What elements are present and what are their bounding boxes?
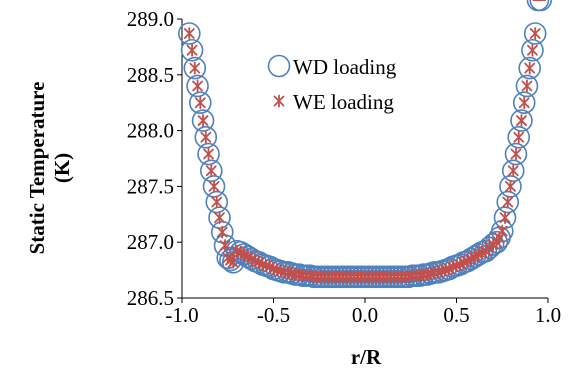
x-tick-label: 0.5 [443,303,469,327]
data-point-we [505,179,516,193]
data-point-wd [183,56,207,80]
x-axis-title: r/R [351,345,382,369]
data-point-we [183,27,195,40]
data-point-wd [504,142,528,166]
y-tick-label: 286.5 [127,286,174,310]
data-point-wd [191,109,215,132]
series-we [183,0,547,284]
legend-label-we: WE loading [293,90,394,114]
legend-asterisk-marker [273,94,285,108]
y-tick-label: 288.5 [127,63,174,87]
data-point-wd [518,56,542,80]
data-points [178,0,552,289]
data-point-wd [515,74,539,98]
data-point-wd [186,74,209,98]
data-point-wd [197,142,220,166]
data-point-we [200,130,212,144]
data-point-we [205,164,217,178]
data-point-wd [199,159,223,183]
x-tick-label: -0.5 [257,303,290,327]
legend-label-wd: WD loading [293,55,397,79]
data-point-we [227,255,239,269]
x-tick-label: -1.0 [165,303,198,327]
legend-circle-marker [267,54,291,78]
data-point-wd [501,159,525,183]
x-tick-label: 1.0 [535,303,561,327]
data-point-wd [481,233,505,256]
data-point-wd [521,38,544,62]
y-axis-title-line-2: (K) [50,153,74,183]
data-point-we [189,61,201,75]
y-axis-title: Static Temperature (K) [25,82,74,255]
legend: WD loading WE loading [267,54,397,114]
data-point-we [192,79,203,93]
data-point-wd [510,109,533,132]
data-point-we [197,114,209,127]
data-point-wd [496,190,520,214]
y-tick-label: 289.0 [127,7,174,31]
data-point-we [499,211,511,225]
data-point-wd [485,230,509,254]
data-point-we [186,43,198,57]
data-point-we [203,147,214,161]
data-point-we [214,211,225,225]
data-point-wd [499,175,522,198]
data-point-we [194,96,206,110]
data-point-we [208,179,220,193]
data-point-wd [194,125,218,149]
data-point-we [516,114,527,127]
data-point-we [510,147,522,161]
data-point-we [521,79,533,93]
y-tick-labels: 286.5 287.0 287.5 288.0 288.5 289.0 [127,7,174,310]
y-tick-label: 287.0 [127,230,174,254]
data-point-we [502,195,514,209]
axes [177,18,549,303]
data-point-we [529,27,541,40]
data-point-wd [202,175,226,198]
x-tick-label: 0.0 [352,303,378,327]
data-point-we [216,225,228,239]
legend-marker-wd [267,54,291,78]
data-point-we [524,61,536,75]
x-tick-labels: -1.0 -0.5 0.0 0.5 1.0 [165,303,561,327]
data-point-wd [523,22,547,45]
data-point-we [496,224,508,238]
data-point-we [518,96,530,110]
legend-marker-we [273,94,285,108]
data-point-wd [180,38,204,62]
data-point-wd [178,22,201,45]
y-tick-label: 288.0 [127,119,174,143]
data-point-wd [189,91,212,114]
data-point-wd [507,125,531,149]
data-point-we [527,43,538,57]
data-point-wd [529,0,552,12]
y-tick-label: 287.5 [127,174,174,198]
data-point-we [513,130,525,144]
y-axis-title-line-1: Static Temperature [25,82,49,255]
data-point-wd [205,190,229,214]
data-point-wd [512,91,536,114]
data-point-we [219,239,231,252]
data-point-we [211,195,223,209]
data-point-we [507,164,519,178]
